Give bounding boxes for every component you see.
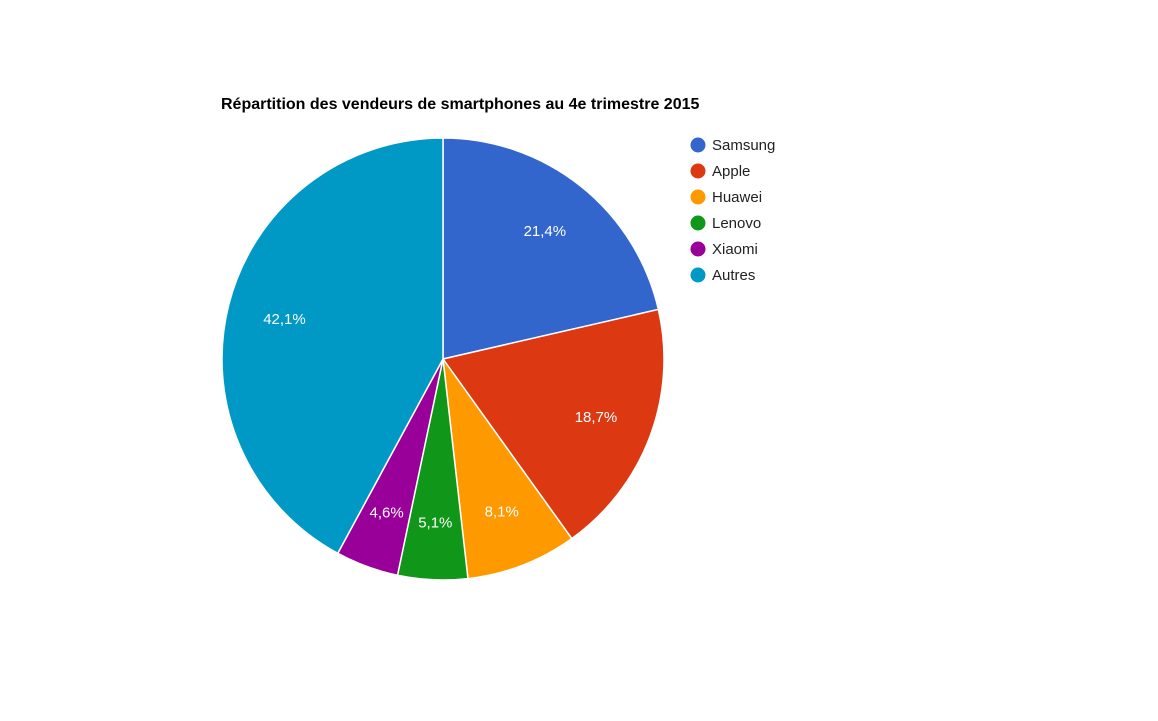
legend-label-autres: Autres [712,267,755,284]
pie-slices [221,137,665,581]
legend-label-apple: Apple [712,163,750,180]
pie-slice-autres [221,137,444,555]
slice-labels: 21,4% 18,7% 8,1% 5,1% 4,6% 42,1% [263,223,617,531]
legend-swatch-huawei [690,189,706,205]
legend-label-samsung: Samsung [712,137,775,154]
chart-title: Répartition des vendeurs de smartphones … [221,96,700,113]
pie-slice-huawei [441,356,573,580]
slice-label-apple: 18,7% [575,409,618,426]
legend-item-samsung: Samsung [690,137,775,154]
slice-label-huawei: 8,1% [485,504,519,521]
pie-slice-apple [441,308,665,540]
legend-item-lenovo: Lenovo [690,215,761,232]
legend-swatch-samsung [690,137,706,153]
legend-item-autres: Autres [690,267,755,284]
slice-label-xiaomi: 4,6% [370,505,404,522]
legend-item-apple: Apple [690,163,750,180]
slice-label-autres: 42,1% [263,311,306,328]
pie-slice-samsung [442,137,660,360]
slice-label-samsung: 21,4% [524,223,567,240]
legend-label-huawei: Huawei [712,189,762,206]
legend: Samsung Apple Huawei Lenovo Xiaomi Autres [690,137,775,284]
legend-item-huawei: Huawei [690,189,762,206]
legend-swatch-lenovo [690,215,706,231]
legend-swatch-xiaomi [690,241,706,257]
legend-swatch-apple [690,163,706,179]
legend-label-lenovo: Lenovo [712,215,761,232]
legend-label-xiaomi: Xiaomi [712,241,758,258]
legend-swatch-autres [690,267,706,283]
legend-item-xiaomi: Xiaomi [690,241,758,258]
slice-label-lenovo: 5,1% [418,514,452,531]
